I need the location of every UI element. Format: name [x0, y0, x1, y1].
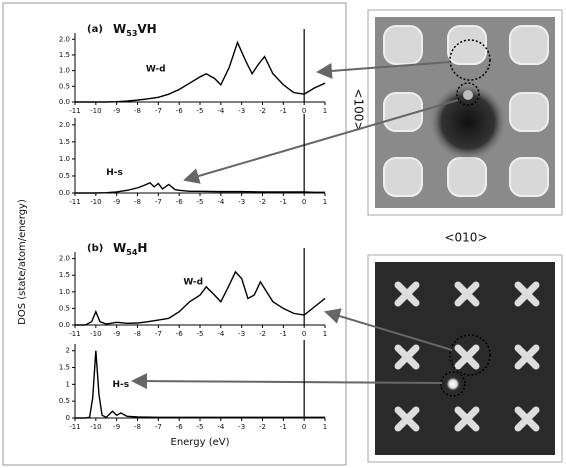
x-tick-label: -7: [155, 198, 162, 206]
dos-line: [75, 42, 325, 102]
x-tick-label: -7: [155, 423, 162, 431]
x-tick-label: -3: [238, 198, 245, 206]
y-tick-label: 1.5: [59, 271, 70, 279]
y-tick-label: 1.5: [59, 138, 70, 146]
image-x-label: <010>: [444, 231, 487, 245]
y-tick-label: 2.0: [59, 35, 70, 43]
x-tick-label: -3: [238, 423, 245, 431]
image-y-label: <100>: [352, 88, 366, 131]
x-tick-label: 1: [323, 330, 327, 338]
x-tick-label: -11: [69, 107, 80, 115]
series-label: H-s: [113, 380, 130, 390]
y-tick-label: 1.0: [59, 288, 70, 296]
series-label: H-s: [106, 168, 123, 178]
title-main: W: [113, 241, 126, 255]
x-tick-label: -3: [238, 107, 245, 115]
charge-density-map-a: [368, 10, 562, 215]
x-tick-label: -10: [90, 198, 101, 206]
panel-title: W53VH: [113, 22, 157, 38]
x-tick-label: -5: [197, 330, 204, 338]
x-tick-label: 0: [302, 107, 306, 115]
x-tick-label: -11: [69, 423, 80, 431]
x-tick-label: 0: [302, 330, 306, 338]
x-tick-label: -4: [217, 330, 225, 338]
charge-density-map-b: [368, 255, 562, 462]
x-tick-label: -7: [155, 107, 162, 115]
y-tick-label: 0: [66, 414, 70, 422]
y-tick-label: 0.0: [59, 189, 70, 197]
x-tick-label: -10: [90, 423, 101, 431]
x-tick-label: -5: [197, 107, 204, 115]
y-tick-label: 0.5: [59, 82, 70, 90]
x-tick-label: 1: [323, 198, 327, 206]
y-tick-label: 0.0: [59, 321, 70, 329]
x-tick-label: -11: [69, 330, 80, 338]
y-tick-label: 1.5: [59, 51, 70, 59]
x-tick-label: -4: [217, 423, 225, 431]
panel-label: (a): [87, 24, 103, 35]
figure: DOS (state/atom/energy) Energy (eV) <010…: [0, 0, 566, 468]
x-tick-label: -6: [176, 423, 184, 431]
x-tick-label: -6: [176, 330, 184, 338]
title-rest: H: [137, 241, 147, 255]
series-label: W-d: [183, 277, 203, 287]
x-tick-label: -9: [113, 198, 120, 206]
x-axis-label: Energy (eV): [171, 437, 230, 448]
y-tick-label: 0.5: [59, 397, 70, 405]
y-tick-label: 1.0: [59, 155, 70, 163]
title-main: W: [113, 22, 126, 36]
plot-frame: [3, 3, 346, 465]
y-tick-label: 0.5: [59, 304, 70, 312]
y-tick-label: 1.0: [59, 67, 70, 75]
x-tick-label: -11: [69, 198, 80, 206]
x-tick-label: -3: [238, 330, 245, 338]
y-tick-label: 0.0: [59, 98, 70, 106]
x-tick-label: -4: [217, 198, 225, 206]
x-tick-label: -6: [176, 107, 184, 115]
x-tick-label: -8: [134, 423, 141, 431]
x-tick-label: -2: [259, 107, 266, 115]
x-tick-label: -1: [280, 198, 287, 206]
x-tick-label: -8: [134, 107, 141, 115]
y-tick-label: 2.0: [59, 121, 70, 129]
y-tick-label: 1: [66, 380, 70, 388]
y-axis-label: DOS (state/atom/energy): [17, 199, 28, 325]
title-rest: VH: [137, 22, 156, 36]
x-tick-label: -10: [90, 107, 101, 115]
x-tick-label: -9: [113, 107, 120, 115]
y-tick-label: 1.5: [59, 364, 70, 372]
title-sub: 53: [126, 29, 137, 38]
x-tick-label: -2: [259, 423, 266, 431]
x-tick-label: 0: [302, 198, 306, 206]
x-tick-label: 0: [302, 423, 306, 431]
x-tick-label: -7: [155, 330, 162, 338]
x-tick-label: -9: [113, 330, 120, 338]
x-tick-label: -6: [176, 198, 184, 206]
x-tick-label: -2: [259, 330, 266, 338]
panel-label: (b): [87, 243, 103, 254]
y-tick-label: 0.5: [59, 172, 70, 180]
x-tick-label: 1: [323, 107, 327, 115]
x-tick-label: -5: [197, 198, 204, 206]
x-tick-label: -1: [280, 330, 287, 338]
x-tick-label: -5: [197, 423, 204, 431]
x-tick-label: -1: [280, 107, 287, 115]
x-tick-label: -1: [280, 423, 287, 431]
dos-line: [75, 183, 325, 193]
x-tick-label: 1: [323, 423, 327, 431]
x-tick-label: -2: [259, 198, 266, 206]
y-tick-label: 2.0: [59, 255, 70, 263]
panel-title: W54H: [113, 241, 147, 257]
y-tick-label: 2: [66, 347, 70, 355]
x-tick-label: -10: [90, 330, 101, 338]
x-tick-label: -9: [113, 423, 120, 431]
x-tick-label: -4: [217, 107, 225, 115]
series-label: W-d: [146, 65, 166, 75]
x-tick-label: -8: [134, 198, 141, 206]
x-tick-label: -8: [134, 330, 141, 338]
title-sub: 54: [126, 248, 138, 257]
